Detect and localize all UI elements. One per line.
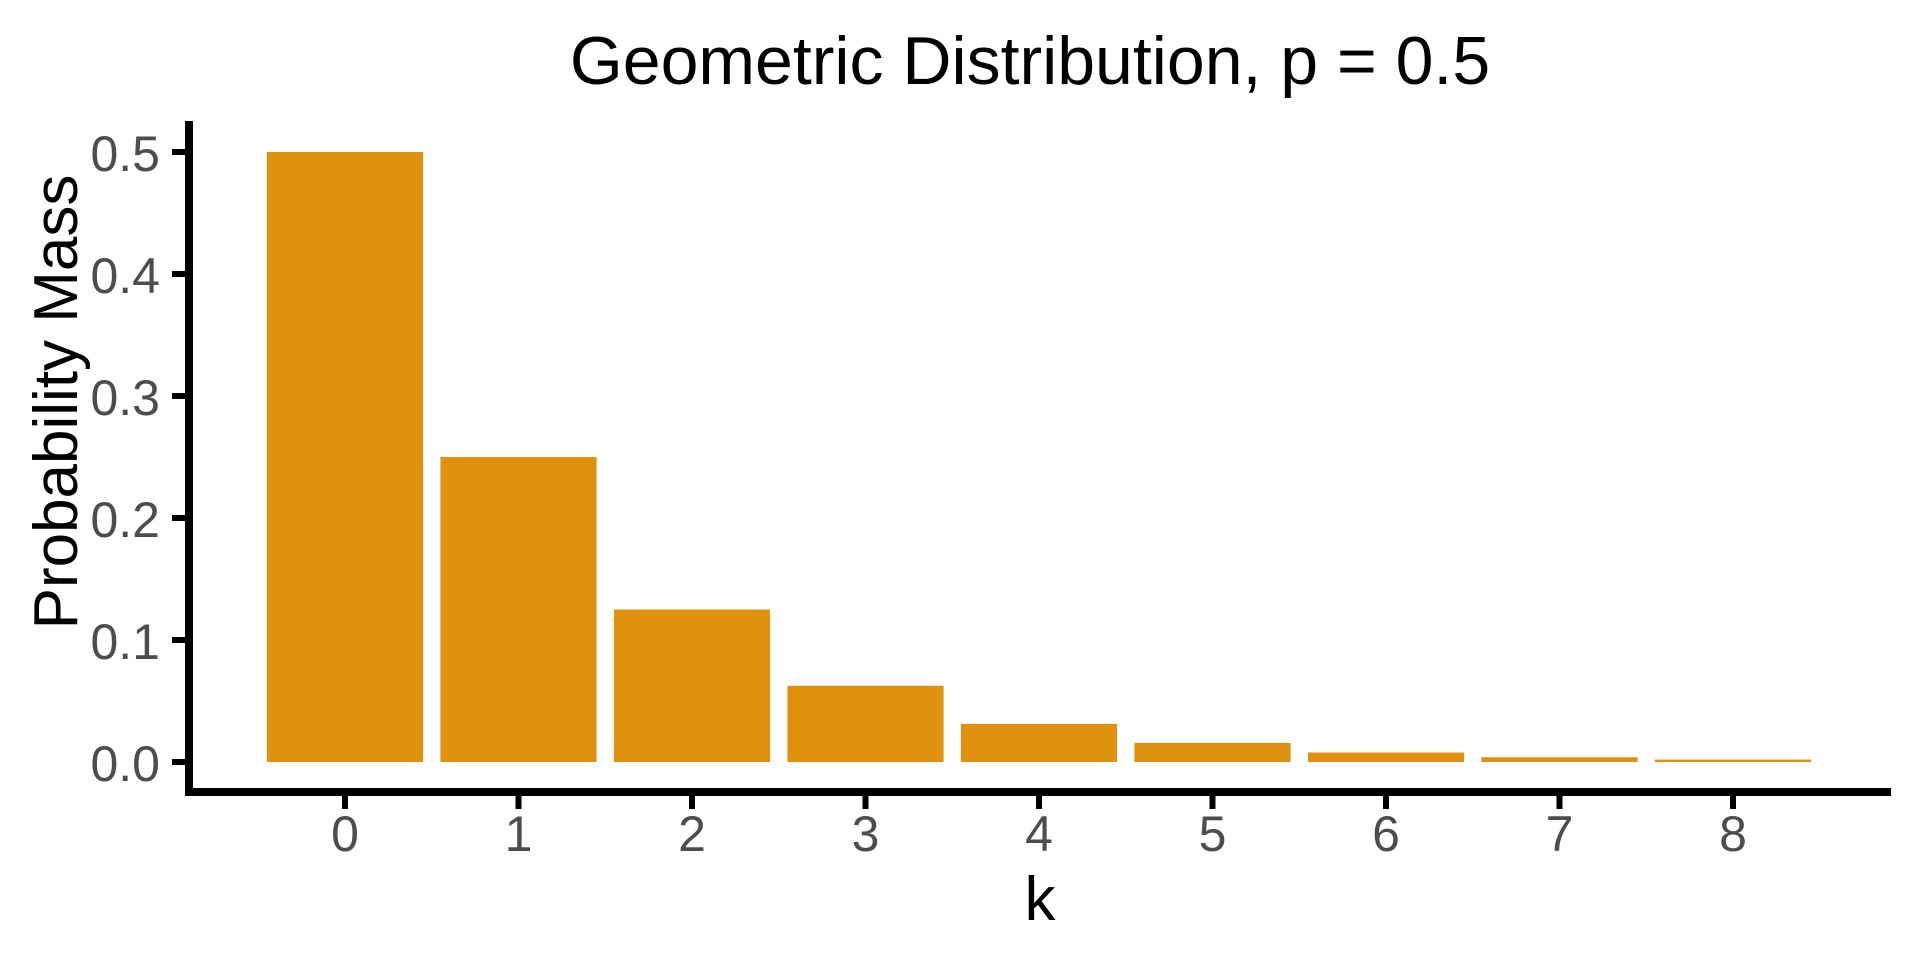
- bar-k8: [1654, 759, 1812, 762]
- bar-k5: [1134, 742, 1291, 762]
- x-tick-label-7: 7: [1546, 806, 1574, 862]
- x-tick-label-4: 4: [1025, 806, 1053, 862]
- y-tick-label-0.1: 0.1: [90, 614, 160, 670]
- x-axis-title: k: [1024, 865, 1056, 934]
- y-tick-label-0.2: 0.2: [90, 492, 160, 548]
- x-tick-label-3: 3: [852, 806, 880, 862]
- bar-k4: [960, 723, 1118, 762]
- x-tick-label-5: 5: [1199, 806, 1227, 862]
- chart-title: Geometric Distribution, p = 0.5: [569, 23, 1491, 99]
- y-tick-label-0.3: 0.3: [90, 370, 160, 426]
- x-tick-label-8: 8: [1719, 806, 1747, 862]
- bar-k0: [266, 152, 424, 762]
- x-tick-label-0: 0: [331, 806, 359, 862]
- x-tick-label-6: 6: [1372, 806, 1400, 862]
- bar-k6: [1307, 752, 1465, 762]
- bar-k3: [787, 685, 944, 763]
- bar-k7: [1481, 757, 1638, 762]
- y-tick-label-0.5: 0.5: [90, 126, 160, 182]
- bar-k2: [613, 609, 771, 762]
- bar-k1: [440, 457, 597, 762]
- x-tick-label-2: 2: [678, 806, 706, 862]
- y-tick-label-0.0: 0.0: [90, 736, 160, 792]
- x-tick-label-1: 1: [505, 806, 533, 862]
- y-tick-label-0.4: 0.4: [90, 248, 160, 304]
